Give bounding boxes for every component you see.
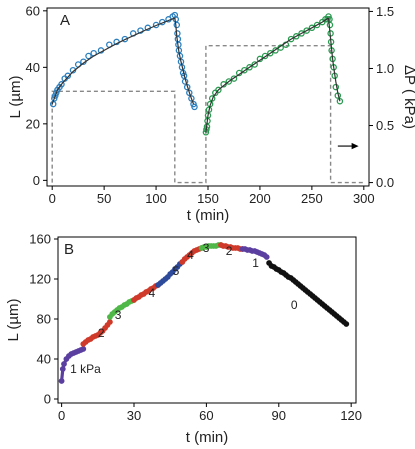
pressure-annotation: 4: [148, 286, 155, 300]
panel-a-series-0-point: [191, 103, 198, 111]
pressure-annotation: 3: [203, 241, 210, 255]
panel-a-series-0-point: [188, 95, 195, 102]
panel-a-letter: A: [60, 12, 70, 29]
panel-a-x-tick-label: 50: [97, 191, 111, 206]
panel-a-y2-tick-label: 0.0: [376, 175, 394, 190]
panel-a-y-tick-label: 60: [26, 3, 40, 18]
pressure-annotation: 1: [252, 256, 259, 270]
panel-a-series-1-point: [272, 47, 279, 54]
panel-b-y-tick-label: 40: [37, 352, 51, 367]
panel-a-y2-tick-label: 1.0: [376, 61, 394, 76]
panel-a-series-0-point: [58, 81, 65, 88]
panel-a-x-tick-label: 300: [353, 191, 375, 206]
panel-a-x-axis-label: t (min): [187, 207, 230, 224]
panel-a-series-0-point: [171, 11, 179, 19]
panel-b-series-0-trace: [79, 347, 85, 352]
panel-b-x-tick-label: 0: [58, 408, 65, 423]
pressure-annotation: 4: [187, 248, 194, 262]
panel-a-x-tick-label: 250: [301, 191, 323, 206]
panel-a-series-0-point: [85, 52, 92, 60]
pressure-annotation: 2: [98, 326, 105, 340]
axis-arrow-head: [351, 142, 359, 150]
panel-a-frame: [46, 7, 370, 187]
panel-a-y-tick-label: 0: [33, 173, 40, 188]
panel-b-series-1-trace: [105, 320, 112, 327]
panel-a-x-tick-label: 100: [145, 191, 167, 206]
pressure-annotation: 0: [291, 298, 298, 312]
panel-a-series-0-point: [174, 30, 181, 37]
panel-b-x-axis-label: t (min): [186, 429, 229, 446]
panel-b-series-9-trace: [342, 320, 348, 326]
panel-a-series-0-point: [173, 21, 181, 29]
panel-b-x-tick-label: 120: [340, 408, 362, 423]
panel-b-y-tick-label: 160: [29, 232, 51, 247]
panel-a-series-1-point: [215, 86, 222, 94]
panel-a-series-1-point: [313, 21, 321, 29]
panel-b-series-8-trace: [262, 253, 269, 259]
fit-curve-1: [174, 17, 195, 105]
panel-a-series-1-point: [303, 27, 310, 34]
fit-curve-0: [51, 17, 176, 105]
panel-a-series-1-point: [336, 97, 344, 105]
panel-b-x-tick-label: 90: [272, 408, 286, 423]
panel-b-y-axis-label: L (µm): [5, 298, 22, 341]
panel-a-series-1-point: [287, 35, 295, 43]
pressure-annotation: 5: [173, 264, 180, 278]
panel-a: A 0 50 100 150 200 250 300 0 20 40 60 0.0 0.5 1.0 1.…: [7, 3, 415, 224]
panel-b-y-tick-label: 80: [37, 312, 51, 327]
panel-a-series-1-point: [241, 66, 248, 74]
fit-curve-2: [205, 17, 329, 133]
panel-a-x-tick-label: 200: [249, 191, 271, 206]
pressure-annotation: 1 kPa: [70, 362, 101, 376]
panel-a-series-1-point: [251, 61, 258, 68]
panel-a-series-1-point: [230, 75, 238, 82]
panel-a-y2-axis-label: ΔP ( kPa): [401, 65, 415, 129]
panel-a-series-1-point: [298, 30, 305, 37]
panel-b-x-tick-label: 30: [127, 408, 141, 423]
fit-curve-3: [327, 17, 341, 102]
panel-b-y-tick-label: 0: [44, 392, 51, 407]
panel-a-series-1-point: [293, 33, 300, 40]
panel-a-y2-tick-label: 0.5: [376, 118, 394, 133]
panel-a-x-tick-label: 150: [197, 191, 219, 206]
panel-a-y-tick-label: 20: [26, 116, 40, 131]
panel-b-letter: B: [64, 241, 74, 258]
panel-a-series-1-point: [261, 52, 269, 60]
panel-a-series-1-point: [225, 78, 233, 85]
pressure-annotation: 2: [226, 244, 233, 258]
panel-a-series-0-point: [121, 35, 129, 43]
panel-b-x-tick-label: 60: [199, 408, 213, 423]
panel-a-series-1-point: [246, 64, 253, 71]
panel-b-series-0-trace: [60, 367, 65, 383]
panel-a-series-1-point: [267, 49, 274, 57]
panel-a-y-tick-label: 40: [26, 60, 40, 75]
panel-a-series-0-point: [186, 89, 193, 97]
pressure-step-line: [51, 45, 364, 184]
panel-a-series-1-point: [308, 24, 316, 32]
pressure-annotation: 3: [115, 308, 122, 322]
panel-a-x-tick-label: 0: [49, 191, 56, 206]
panel-b-frame: [57, 236, 357, 404]
panel-a-series-0-point: [64, 72, 72, 80]
panel-a-series-0-point: [53, 89, 60, 97]
panel-b-y-tick-label: 120: [29, 272, 51, 287]
panel-a-y2-tick-label: 1.5: [376, 4, 394, 19]
panel-a-y-axis-label: L (µm): [7, 75, 24, 118]
